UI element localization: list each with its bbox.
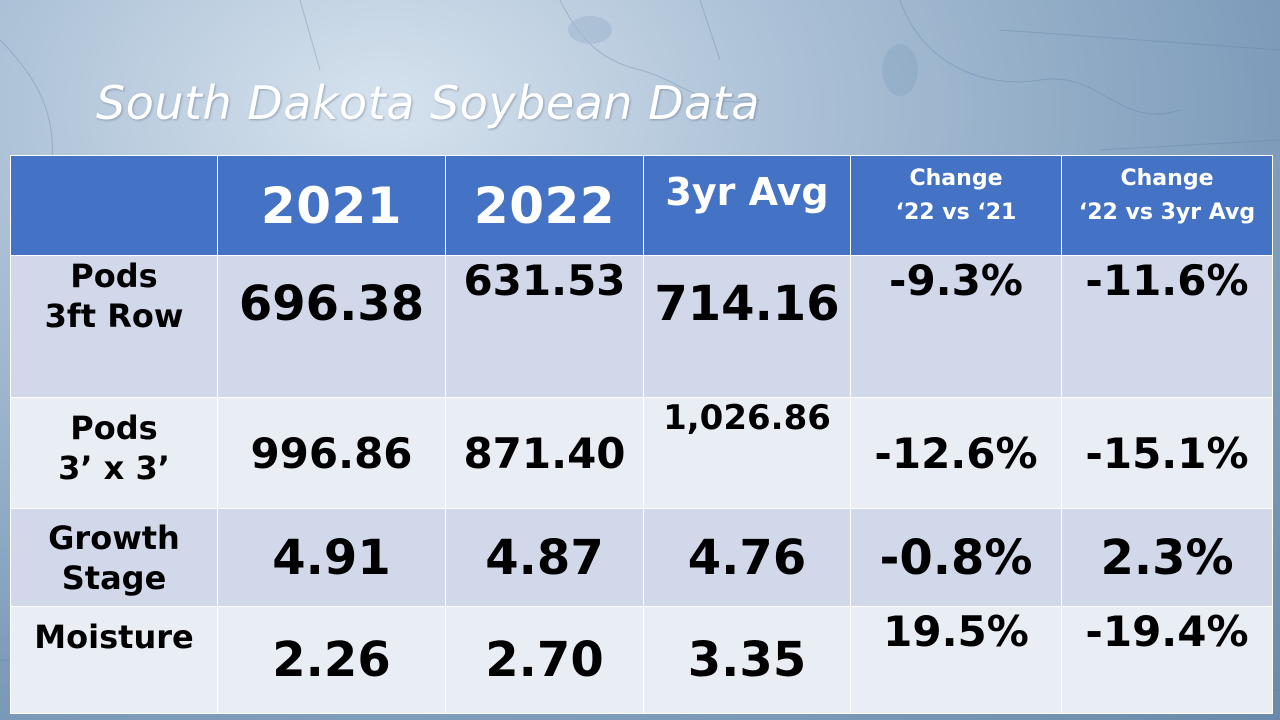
cell-change-22-vs-avg: -19.4% bbox=[1061, 606, 1273, 714]
table-row: Pods 3ft Row 696.38 631.53 714.16 -9.3% … bbox=[10, 255, 1273, 398]
cell-2022: 2.70 bbox=[445, 606, 644, 714]
cell-change-22-vs-21: -12.6% bbox=[850, 397, 1062, 509]
row-label-line: 3ft Row bbox=[44, 297, 184, 335]
cell-2021: 996.86 bbox=[217, 397, 446, 509]
table-row: Pods 3’ x 3’ 996.86 871.40 1,026.86 -12.… bbox=[10, 397, 1273, 509]
row-label-line: 3’ x 3’ bbox=[58, 449, 170, 487]
header-change-22-vs-avg-line1: Change bbox=[1120, 166, 1214, 191]
cell-change-22-vs-21: -0.8% bbox=[850, 508, 1062, 607]
cell-3yr-avg: 4.76 bbox=[643, 508, 851, 607]
row-label-line: Moisture bbox=[34, 618, 194, 656]
header-change-22-vs-21: Change ‘22 vs ‘21 bbox=[850, 155, 1062, 256]
header-3yr-avg: 3yr Avg bbox=[643, 155, 851, 256]
header-row: 2021 2022 3yr Avg Change ‘22 vs ‘21 Chan… bbox=[10, 155, 1273, 256]
row-label-line: Pods bbox=[70, 257, 158, 295]
cell-change-22-vs-avg: -15.1% bbox=[1061, 397, 1273, 509]
row-label-pods-3x3: Pods 3’ x 3’ bbox=[10, 397, 218, 509]
soybean-data-table: 2021 2022 3yr Avg Change ‘22 vs ‘21 Chan… bbox=[10, 155, 1273, 714]
table-row: Moisture 2.26 2.70 3.35 19.5% -19.4% bbox=[10, 606, 1273, 714]
table-row: Growth Stage 4.91 4.87 4.76 -0.8% 2.3% bbox=[10, 508, 1273, 607]
header-change-22-vs-avg: Change ‘22 vs 3yr Avg bbox=[1061, 155, 1273, 256]
cell-3yr-avg: 3.35 bbox=[643, 606, 851, 714]
row-label-line: Growth bbox=[48, 518, 180, 557]
row-label-pods-3ft-row: Pods 3ft Row bbox=[10, 255, 218, 398]
row-label-line: Pods bbox=[70, 409, 158, 447]
header-2021: 2021 bbox=[217, 155, 446, 256]
header-change-22-vs-21-line1: Change bbox=[909, 166, 1003, 191]
header-change-22-vs-avg-line2: ‘22 vs 3yr Avg bbox=[1078, 200, 1256, 225]
cell-2021: 4.91 bbox=[217, 508, 446, 607]
row-label-moisture: Moisture bbox=[10, 606, 218, 714]
cell-change-22-vs-avg: -11.6% bbox=[1061, 255, 1273, 398]
page-title: South Dakota Soybean Data bbox=[96, 76, 760, 130]
cell-2021: 2.26 bbox=[217, 606, 446, 714]
header-change-22-vs-21-line2: ‘22 vs ‘21 bbox=[895, 200, 1017, 225]
cell-2022: 871.40 bbox=[445, 397, 644, 509]
cell-2022: 4.87 bbox=[445, 508, 644, 607]
cell-3yr-avg: 1,026.86 bbox=[643, 397, 851, 509]
cell-2021: 696.38 bbox=[217, 255, 446, 398]
row-label-line: Stage bbox=[61, 558, 167, 597]
header-blank bbox=[10, 155, 218, 256]
cell-3yr-avg: 714.16 bbox=[643, 255, 851, 398]
cell-change-22-vs-avg: 2.3% bbox=[1061, 508, 1273, 607]
cell-2022: 631.53 bbox=[445, 255, 644, 398]
cell-change-22-vs-21: 19.5% bbox=[850, 606, 1062, 714]
header-2022: 2022 bbox=[445, 155, 644, 256]
row-label-growth-stage: Growth Stage bbox=[10, 508, 218, 607]
cell-change-22-vs-21: -9.3% bbox=[850, 255, 1062, 398]
